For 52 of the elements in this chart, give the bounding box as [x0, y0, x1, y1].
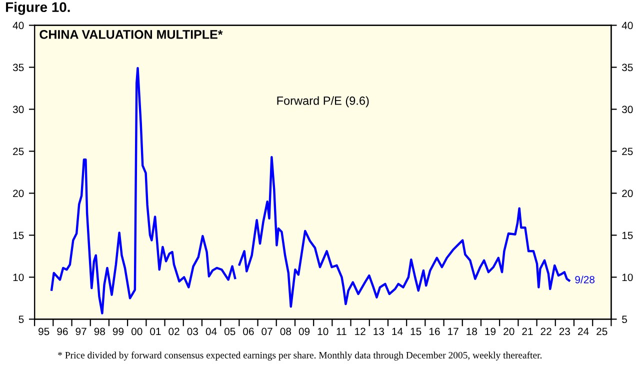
y-tick-label: 15 [13, 232, 24, 240]
x-tick-label: 98 [94, 328, 105, 336]
y2-tick-label: 40 [622, 22, 633, 30]
x-tick-label: 18 [466, 328, 477, 336]
x-tick-label: 19 [485, 328, 496, 336]
y-tick-label: 5 [18, 316, 24, 324]
x-tick-label: 04 [206, 328, 217, 336]
y-tick-label: 20 [13, 190, 24, 198]
x-tick-label: 00 [131, 328, 142, 336]
x-tick-label: 12 [355, 328, 366, 336]
x-tick-label: 96 [57, 328, 68, 336]
y2-tick-label: 25 [622, 148, 633, 156]
y2-tick-label: 15 [622, 232, 633, 240]
y2-tick-label: 10 [622, 274, 633, 282]
x-tick-label: 01 [150, 328, 161, 336]
x-tick-label: 11 [336, 328, 346, 336]
x-tick-label: 08 [280, 328, 292, 336]
x-tick-label: 23 [559, 328, 570, 336]
y-tick-label: 40 [12, 22, 24, 30]
x-tick-label: 97 [76, 328, 86, 336]
x-tick-label: 20 [504, 328, 514, 336]
x-tick-label: 07 [262, 328, 272, 336]
text: Forward P/E (9.6) [277, 96, 369, 108]
y-tick-label: 35 [12, 64, 24, 72]
x-tick-label: 22 [540, 328, 552, 336]
annotation: 9/28 [575, 276, 595, 284]
text: * Price divided by forward consensus expected earnings per share. Monthly data through December 2005, weekly thereafter. [58, 352, 542, 360]
y-tick-label: 30 [12, 106, 24, 114]
y-tick-label: 25 [13, 148, 24, 156]
x-tick-label: 09 [298, 328, 310, 336]
x-tick-label: 06 [243, 328, 254, 336]
x-tick-label: 13 [374, 328, 384, 336]
x-tick-label: 99 [112, 328, 124, 336]
x-tick-label: 95 [38, 328, 50, 336]
y2-tick-label: 5 [622, 316, 627, 324]
x-tick-label: 15 [410, 328, 422, 336]
x-tick-label: 10 [318, 328, 328, 336]
x-tick-label: 03 [187, 328, 198, 336]
chart-subtitle: CHINA VALUATION MULTIPLE* [40, 30, 223, 39]
x-tick-label: 14 [392, 328, 403, 336]
y2-tick-label: 20 [622, 190, 633, 198]
x-tick-label: 16 [429, 328, 440, 336]
x-tick-label: 21 [522, 328, 533, 336]
x-tick-label: 02 [168, 328, 180, 336]
y2-tick-label: 35 [622, 64, 633, 72]
x-tick-label: 05 [224, 328, 236, 336]
y2-tick-label: 30 [622, 106, 633, 114]
y-tick-label: 10 [13, 274, 24, 282]
x-tick-label: 17 [448, 328, 458, 336]
x-tick-label: 24 [578, 328, 589, 336]
x-tick-label: 25 [596, 328, 608, 336]
chart-title: Figure 10. [6, 2, 70, 15]
